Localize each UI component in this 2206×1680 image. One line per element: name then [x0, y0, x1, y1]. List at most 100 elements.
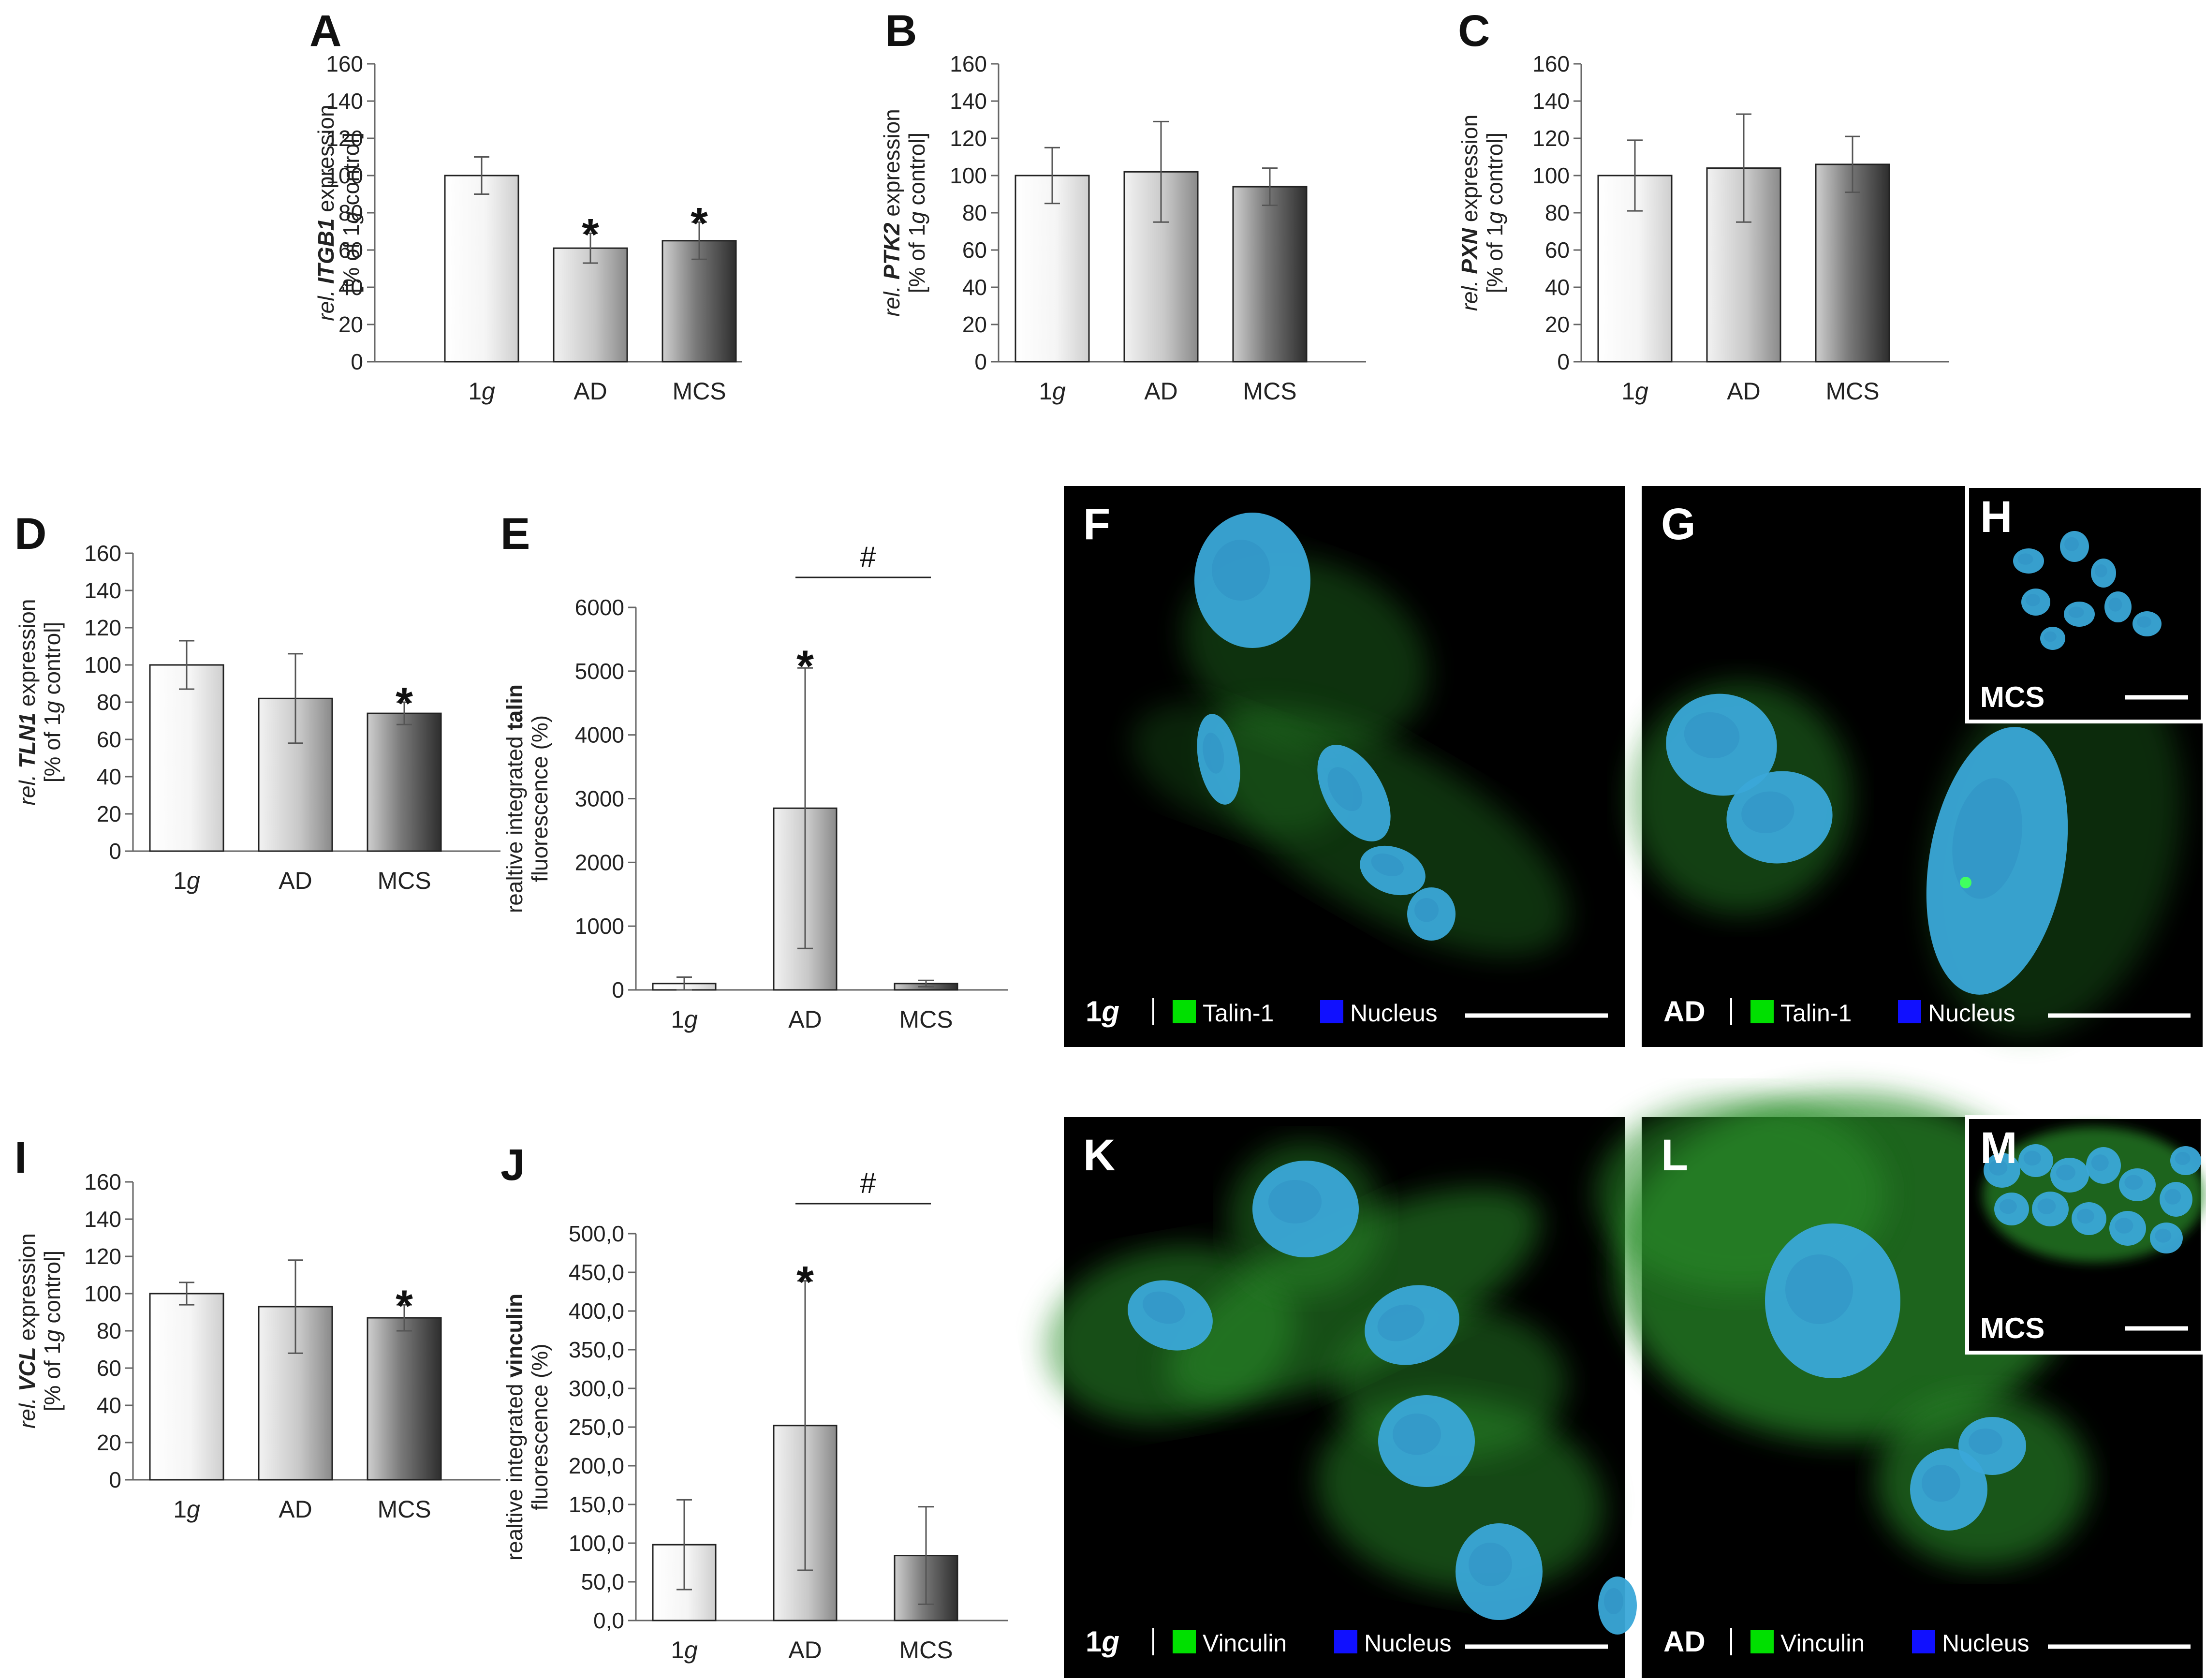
nucleolus: [1268, 1180, 1322, 1223]
y-tick-label: 0: [109, 1467, 121, 1492]
y-tick-label: 120: [84, 615, 121, 640]
y-axis-label: [% of 1g control]: [338, 133, 364, 293]
chart-panel-A: A 0 20 40 60 80 100 120 140 160 1g * AD * MCS rel. ITGB…: [309, 6, 742, 405]
y-axis-label: [% of 1g control]: [40, 622, 65, 782]
y-tick-label: 2000: [575, 850, 624, 875]
y-tick-label: 160: [84, 541, 121, 566]
y-tick-label: 80: [1545, 200, 1570, 225]
chart-panel-E: E 0 1000 2000 3000 4000 5000 6000 1g * AD MCS # realt…: [500, 509, 1008, 1033]
panel-letter: F: [1083, 500, 1110, 549]
category-label: MCS: [899, 1006, 953, 1033]
bar-MCS: [1232, 186, 1308, 363]
condition-label: AD: [1663, 1625, 1706, 1658]
bar-MCS: [367, 712, 442, 852]
category-label: 1g: [173, 1496, 200, 1523]
y-tick-label: 80: [97, 1318, 121, 1343]
micrograph-M-inset: M MCS: [1965, 1115, 2205, 1355]
legend-label: Vinculin: [1203, 1630, 1287, 1657]
y-tick-label: 120: [950, 126, 987, 151]
nucleus-channel-swatch: [1912, 1630, 1935, 1653]
category-label: MCS: [377, 1496, 431, 1523]
bar-1g: [1015, 175, 1090, 363]
bar-1g: [444, 175, 519, 363]
panel-letter: B: [885, 6, 917, 56]
chart-panel-B: B 0 20 40 60 80 100 120 140 160 1g AD MCS rel. PTK2 e…: [879, 6, 1366, 405]
panel-letter: J: [500, 1140, 525, 1190]
legend-label: Nucleus: [1364, 1630, 1452, 1657]
y-tick-label: 160: [950, 51, 987, 76]
y-axis-label: rel. VCL expression: [15, 1233, 40, 1429]
category-label: AD: [788, 1006, 822, 1033]
y-axis-label: rel. PXN expression: [1457, 115, 1482, 311]
panel-letter: A: [309, 6, 341, 56]
nucleolus: [1989, 1160, 2008, 1176]
y-tick-label: 20: [338, 312, 363, 337]
y-tick-label: 140: [84, 578, 121, 603]
nucleolus: [2068, 606, 2084, 618]
category-label: 1g: [671, 1006, 698, 1033]
y-tick-label: 0,0: [593, 1608, 624, 1633]
y-tick-label: 120: [84, 1244, 121, 1269]
y-tick-label: 40: [1545, 275, 1570, 300]
cell-body: [1167, 1188, 1541, 1404]
y-tick-label: 160: [84, 1169, 121, 1194]
y-tick-label: 160: [1532, 51, 1570, 76]
nucleolus: [1203, 733, 1224, 774]
bar-MCS: [367, 1317, 442, 1481]
category-label: AD: [279, 867, 312, 894]
legend-label: Talin-1: [1780, 1000, 1852, 1027]
y-tick-label: 20: [962, 312, 987, 337]
y-tick-label: 60: [962, 237, 987, 263]
condition-label: 1g: [1086, 1625, 1119, 1658]
nucleolus: [1371, 853, 1404, 877]
bright-spot: [1960, 877, 1971, 888]
nucleolus: [1143, 1291, 1185, 1324]
y-tick-label: 1000: [575, 914, 624, 939]
micrograph-L: L AD Vinculin Nucleus: [1596, 1093, 2203, 1678]
y-axis-label: [% of 1g control]: [1482, 133, 1507, 293]
y-tick-label: 0: [1557, 349, 1570, 374]
y-axis-label: fluorescence (%): [527, 715, 552, 882]
protein-channel-swatch: [1173, 1630, 1196, 1653]
micrograph-G: G AD Talin-1 Nucleus: [1630, 486, 2203, 1047]
nucleolus: [2115, 1218, 2133, 1234]
nucleolus: [2026, 594, 2040, 606]
nucleolus: [2056, 1164, 2075, 1180]
significance-star: *: [396, 679, 413, 728]
bracket-label: #: [860, 1167, 876, 1199]
significance-star: *: [396, 1282, 413, 1331]
micrographs: F 1g Talin-1 Nucleus G AD Talin-1 Nucleus H MCS K 1…: [1045, 484, 2205, 1678]
protein-channel-swatch: [1750, 1000, 1774, 1023]
bar-AD: [553, 247, 628, 363]
nucleus-channel-swatch: [1320, 1000, 1343, 1023]
category-label: 1g: [671, 1636, 698, 1664]
y-tick-label: 40: [962, 275, 987, 300]
legend-label: Vinculin: [1780, 1630, 1865, 1657]
category-label: AD: [788, 1636, 822, 1664]
y-tick-label: 120: [326, 126, 363, 151]
panel-letter: H: [1980, 492, 2012, 542]
nucleolus: [1393, 1414, 1441, 1455]
panel-letter: E: [500, 509, 530, 559]
category-label: AD: [574, 378, 607, 405]
y-axis-label: fluorescence (%): [527, 1343, 552, 1510]
y-tick-label: 0: [612, 977, 624, 1002]
category-label: 1g: [173, 867, 200, 894]
nucleolus: [1922, 1465, 1960, 1502]
category-label: MCS: [672, 378, 726, 405]
category-label: 1g: [1039, 378, 1066, 405]
nucleolus: [1952, 778, 2023, 899]
y-tick-label: 100: [326, 163, 363, 188]
y-tick-label: 160: [326, 51, 363, 76]
nucleolus: [2076, 1208, 2094, 1224]
y-tick-label: 100: [84, 1281, 121, 1306]
nucleolus: [2044, 631, 2057, 642]
panel-letter: L: [1661, 1131, 1688, 1180]
nucleolus: [2108, 597, 2122, 612]
category-label: 1g: [1621, 378, 1648, 405]
chart-panel-C: C 0 20 40 60 80 100 120 140 160 1g AD MCS rel. PXN ex…: [1457, 6, 1949, 405]
category-label: AD: [1144, 378, 1177, 405]
y-tick-label: 250,0: [569, 1415, 624, 1440]
y-tick-label: 6000: [575, 595, 624, 620]
significance-star: *: [582, 210, 599, 259]
